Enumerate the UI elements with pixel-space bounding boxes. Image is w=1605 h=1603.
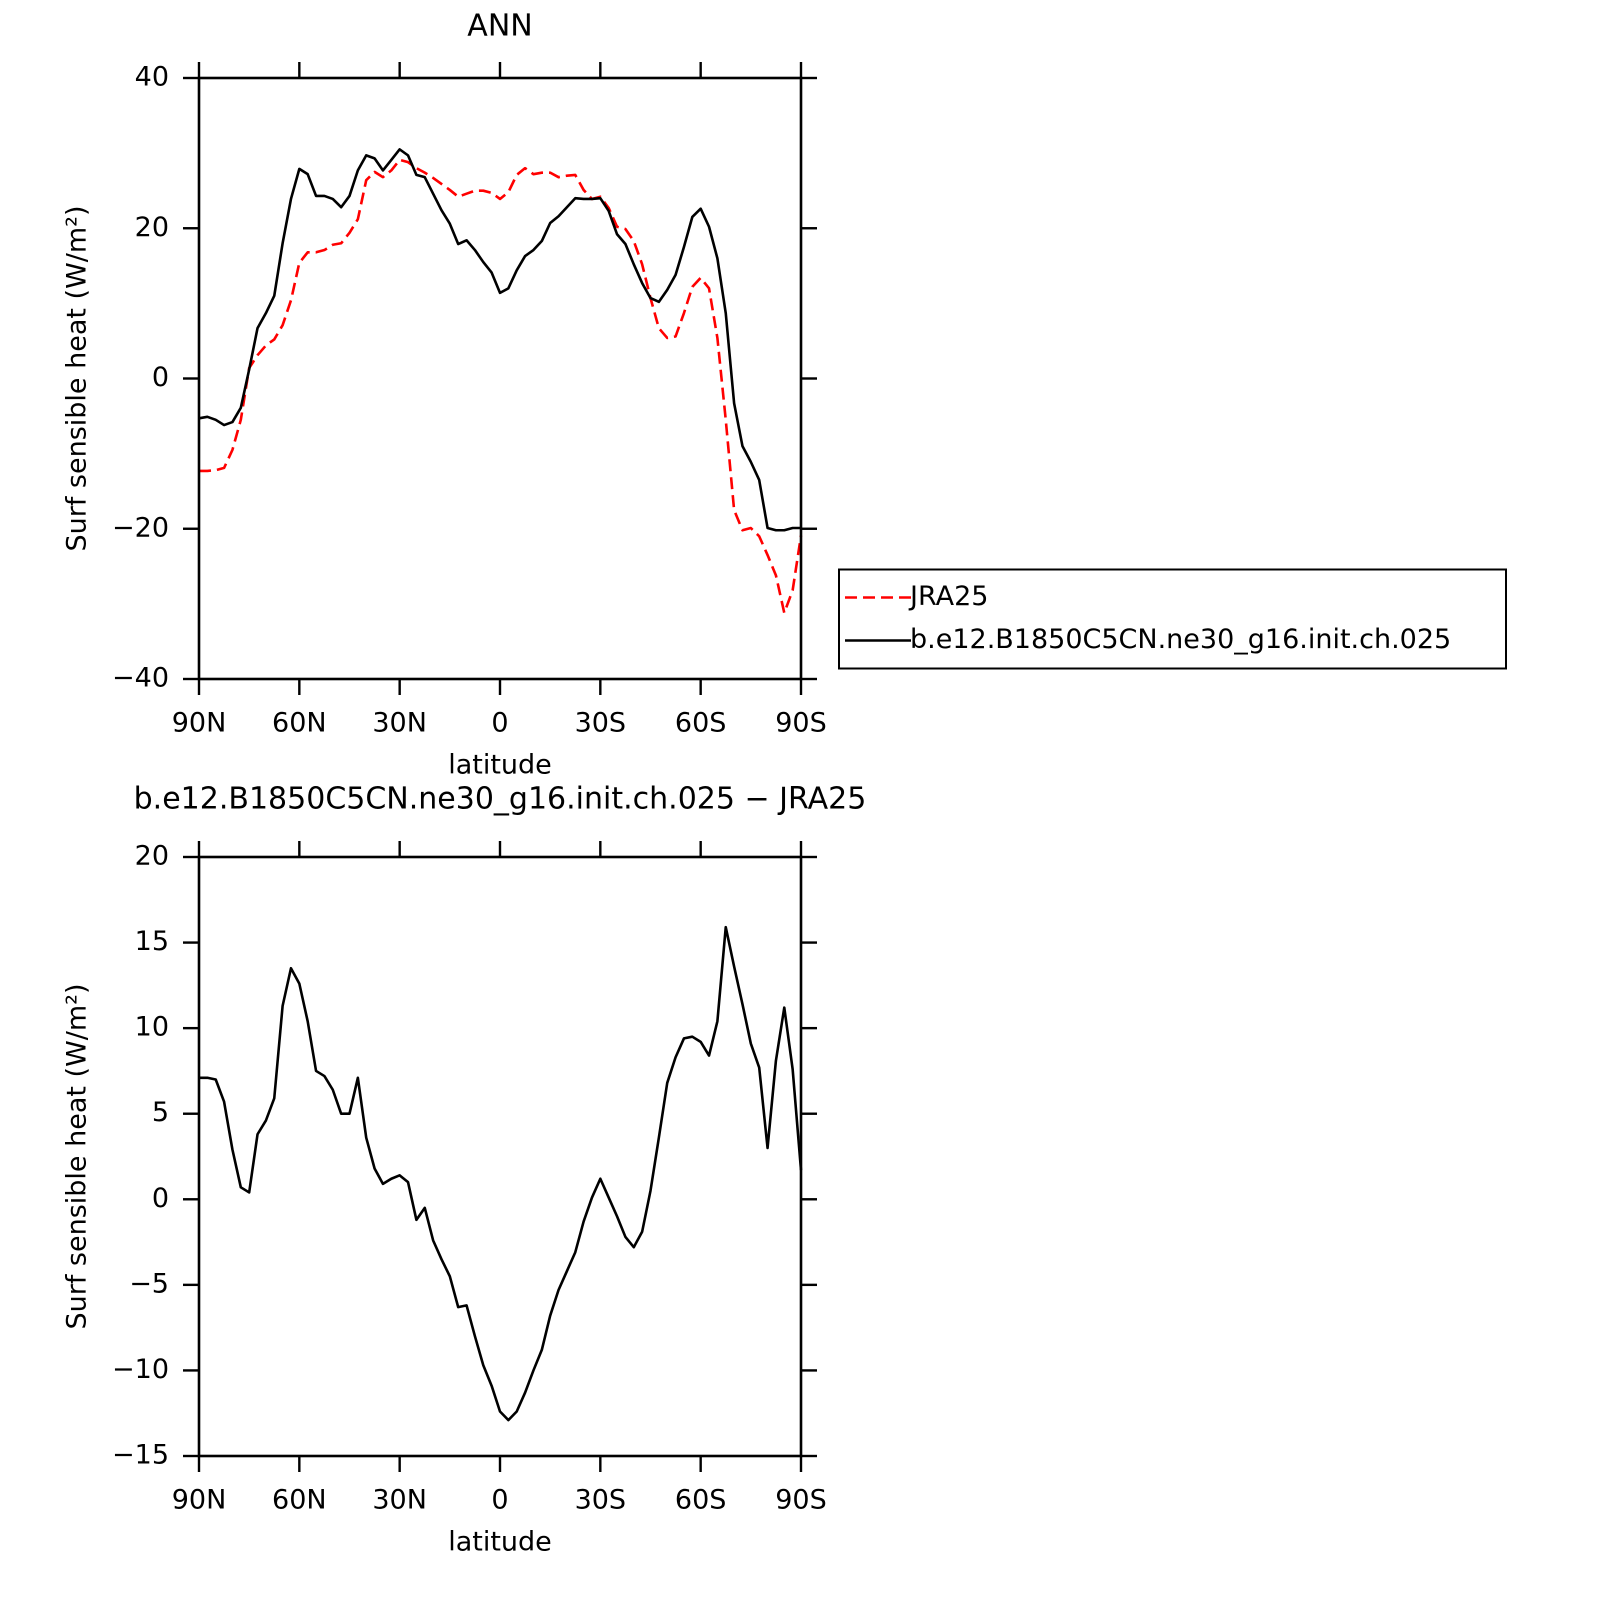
data-line <box>199 158 803 615</box>
x-tick-label: 90N <box>172 708 227 739</box>
y-tick-label: −5 <box>129 1268 169 1299</box>
x-tick-label: 30N <box>372 708 427 739</box>
x-tick-label: 30S <box>575 1485 627 1516</box>
plot-frame <box>197 855 803 1458</box>
legend-label: b.e12.B1850C5CN.ne30_g16.init.ch.025 <box>910 624 1451 655</box>
x-tick-label: 30S <box>575 708 627 739</box>
legend-label: JRA25 <box>908 581 988 612</box>
x-tick-label: 60S <box>675 708 727 739</box>
x-tick-label: 60N <box>272 708 327 739</box>
x-tick-label: 90S <box>775 1485 827 1516</box>
y-axis-label: Surf sensible heat (W/m²) <box>62 983 93 1329</box>
y-tick-label: 20 <box>135 841 169 872</box>
x-tick-label: 60S <box>675 1485 727 1516</box>
y-tick-label: 20 <box>135 212 169 243</box>
y-tick-label: −15 <box>112 1440 169 1471</box>
x-tick-label: 0 <box>491 708 508 739</box>
y-tick-label: 10 <box>135 1012 169 1043</box>
data-line <box>199 925 803 1422</box>
x-tick-label: 0 <box>491 1485 508 1516</box>
x-tick-label: 30N <box>372 1485 427 1516</box>
y-tick-label: 15 <box>135 926 169 957</box>
data-line <box>198 148 801 532</box>
x-tick-label: 60N <box>272 1485 327 1516</box>
chart-title: ANN <box>467 9 532 44</box>
y-tick-label: 5 <box>152 1097 169 1128</box>
y-tick-label: −10 <box>112 1354 169 1385</box>
legend-box <box>838 568 1507 670</box>
y-axis-label: Surf sensible heat (W/m²) <box>62 205 93 551</box>
chart-title: b.e12.B1850C5CN.ne30_g16.init.ch.025 − J… <box>134 782 867 817</box>
y-tick-label: −40 <box>112 663 169 694</box>
y-tick-label: −20 <box>112 512 169 543</box>
y-tick-label: 0 <box>152 1183 169 1214</box>
plot-frame <box>197 76 803 681</box>
x-axis-label: latitude <box>448 1527 552 1558</box>
x-tick-label: 90S <box>775 708 827 739</box>
x-tick-label: 90N <box>172 1485 227 1516</box>
x-axis-label: latitude <box>448 750 552 781</box>
y-tick-label: 0 <box>152 362 169 393</box>
legend: JRA25 b.e12.B1850C5CN.ne30_g16.init.ch.02… <box>838 568 1507 670</box>
y-tick-label: 40 <box>135 62 169 93</box>
